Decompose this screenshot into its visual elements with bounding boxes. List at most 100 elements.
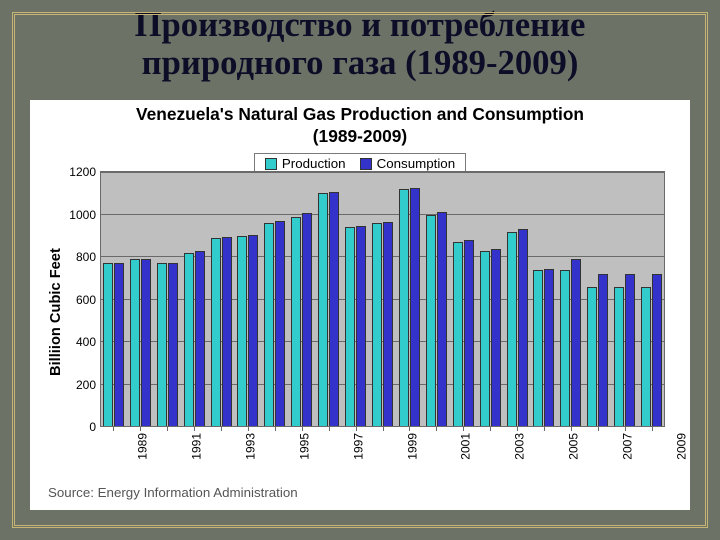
bar-production	[318, 193, 328, 427]
bar-production	[453, 242, 463, 427]
bar-group	[315, 192, 342, 427]
bar-consumption	[356, 226, 366, 427]
chart-container: Venezuela's Natural Gas Production and C…	[30, 100, 690, 510]
bar-consumption	[141, 259, 151, 427]
bar-consumption	[410, 188, 420, 427]
x-tick: 1991	[190, 433, 204, 460]
bar-production	[211, 238, 221, 427]
bar-group	[530, 269, 557, 427]
plot-area: 020040060080010001200 198919911993199519…	[100, 172, 665, 427]
legend-item: Production	[265, 156, 346, 171]
bar-production	[130, 259, 140, 427]
bar-production	[237, 236, 247, 427]
y-tick: 200	[76, 378, 96, 392]
x-tick: 2003	[513, 433, 527, 460]
x-tick-mark	[140, 427, 141, 431]
bar-consumption	[491, 249, 501, 428]
y-axis-label: Billiion Cubic Feet	[48, 248, 64, 376]
x-axis: 1989199119931995199719992001200320052007…	[100, 427, 665, 467]
x-tick-mark	[248, 427, 249, 431]
bar-production	[157, 263, 167, 427]
bar-consumption	[518, 229, 528, 427]
legend-swatch	[265, 158, 277, 170]
legend-label: Production	[282, 156, 346, 171]
bar-production	[614, 287, 624, 427]
x-tick-mark	[409, 427, 410, 431]
bar-group	[261, 221, 288, 427]
bars-layer	[100, 172, 665, 427]
bar-production	[264, 223, 274, 427]
x-tick-mark	[221, 427, 222, 431]
bar-consumption	[598, 274, 608, 427]
bar-group	[342, 226, 369, 427]
bar-consumption	[275, 221, 285, 427]
bar-consumption	[625, 274, 635, 427]
x-tick: 1997	[351, 433, 365, 460]
bar-group	[369, 222, 396, 427]
bar-production	[103, 263, 113, 427]
bar-production	[480, 251, 490, 427]
bar-production	[291, 217, 301, 427]
bar-group	[154, 263, 181, 427]
x-tick: 2001	[459, 433, 473, 460]
bar-group	[611, 274, 638, 427]
y-tick: 800	[76, 250, 96, 264]
bar-consumption	[168, 263, 178, 427]
x-tick-mark	[356, 427, 357, 431]
bar-group	[423, 212, 450, 427]
bar-group	[584, 274, 611, 427]
bar-group	[288, 213, 315, 427]
bar-production	[345, 227, 355, 427]
bar-consumption	[222, 237, 232, 427]
y-tick: 1000	[69, 208, 96, 222]
bar-production	[641, 287, 651, 427]
y-tick: 1200	[69, 165, 96, 179]
bar-group	[638, 274, 665, 427]
bar-production	[184, 253, 194, 427]
bar-group	[396, 188, 423, 427]
bar-consumption	[302, 213, 312, 427]
chart-title: Venezuela's Natural Gas Production and C…	[30, 100, 690, 147]
bar-consumption	[114, 263, 124, 427]
bar-consumption	[248, 235, 258, 427]
y-axis: 020040060080010001200	[70, 172, 100, 427]
x-tick-mark	[329, 427, 330, 431]
x-tick: 2007	[620, 433, 634, 460]
x-tick: 2009	[674, 433, 688, 460]
bar-consumption	[329, 192, 339, 427]
bar-consumption	[652, 274, 662, 427]
x-tick: 2005	[567, 433, 581, 460]
bar-production	[587, 287, 597, 427]
y-tick: 0	[89, 420, 96, 434]
legend-label: Consumption	[377, 156, 456, 171]
bar-production	[372, 223, 382, 427]
bar-group	[235, 235, 262, 427]
bar-consumption	[383, 222, 393, 427]
x-tick-mark	[383, 427, 384, 431]
legend-item: Consumption	[360, 156, 456, 171]
x-tick: 1989	[136, 433, 150, 460]
x-tick-mark	[490, 427, 491, 431]
bar-production	[399, 189, 409, 427]
bar-group	[208, 237, 235, 427]
bar-production	[533, 270, 543, 427]
x-tick: 1993	[244, 433, 258, 460]
chart-title-line1: Venezuela's Natural Gas Production and C…	[30, 104, 690, 126]
bar-production	[507, 232, 517, 428]
bar-group	[450, 240, 477, 427]
bar-group	[504, 229, 531, 427]
chart-title-line2: (1989-2009)	[30, 126, 690, 148]
bar-consumption	[437, 212, 447, 427]
bar-consumption	[195, 251, 205, 427]
bar-group	[127, 259, 154, 427]
bar-production	[560, 270, 570, 427]
bar-group	[557, 259, 584, 427]
x-tick-mark	[652, 427, 653, 431]
y-tick: 400	[76, 335, 96, 349]
legend-swatch	[360, 158, 372, 170]
bar-group	[181, 251, 208, 427]
x-tick-mark	[625, 427, 626, 431]
x-tick-mark	[113, 427, 114, 431]
bar-group	[477, 249, 504, 428]
x-tick-mark	[194, 427, 195, 431]
